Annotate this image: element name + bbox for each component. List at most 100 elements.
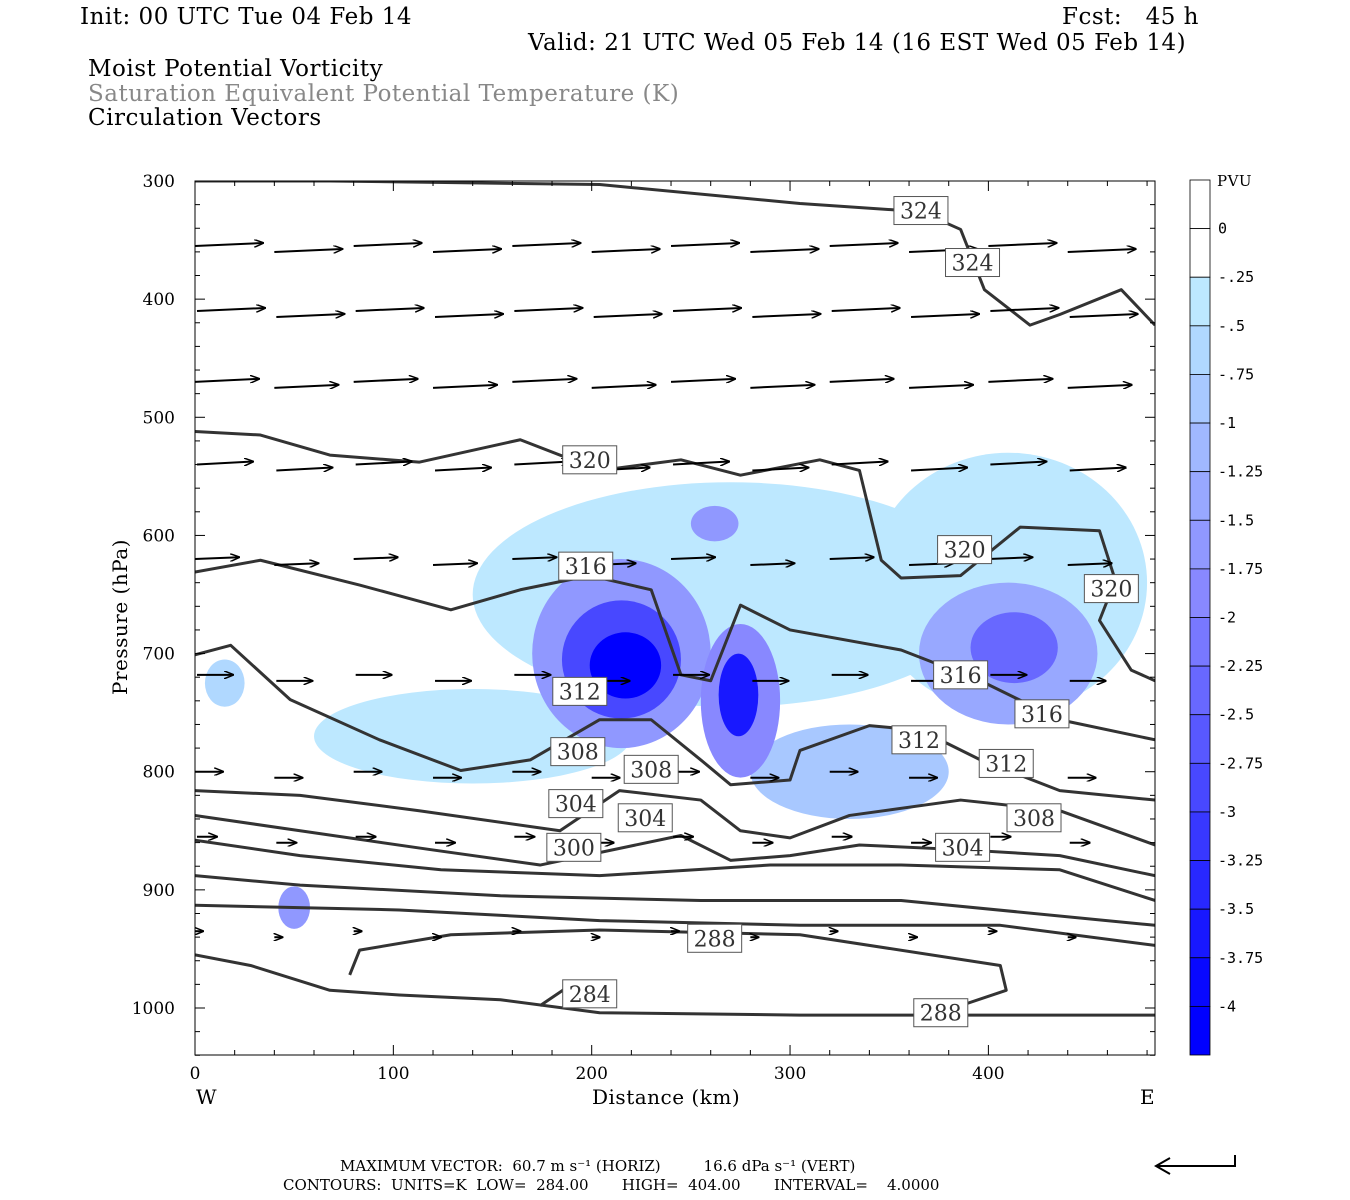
circulation-vector bbox=[195, 379, 259, 382]
circulation-vector bbox=[355, 308, 424, 311]
circulation-vector bbox=[910, 468, 967, 471]
contour-label: 308 bbox=[1013, 807, 1055, 832]
colorbar-label: -3.5 bbox=[1218, 900, 1254, 918]
colorbar-unit: PVU bbox=[1217, 172, 1253, 190]
circulation-vector bbox=[988, 379, 1052, 382]
circulation-vector bbox=[670, 379, 735, 382]
circulation-vector bbox=[829, 243, 898, 246]
circulation-vector bbox=[195, 243, 263, 246]
reference-vector bbox=[1158, 1155, 1236, 1167]
y-tick-label: 1000 bbox=[132, 999, 175, 1019]
colorbar-bin bbox=[1189, 179, 1211, 230]
plot-frame bbox=[194, 180, 1156, 1056]
contour-label: 300 bbox=[553, 836, 595, 861]
circulation-vector bbox=[591, 385, 656, 388]
contour-label: 324 bbox=[900, 200, 942, 225]
field-title-mpv: Moist Potential Vorticity bbox=[88, 56, 384, 82]
y-tick-label: 600 bbox=[143, 526, 175, 546]
thetaes-contour-300 bbox=[195, 838, 1155, 902]
contour-label-box bbox=[552, 676, 608, 706]
circulation-vector bbox=[750, 563, 794, 565]
thetaes-contour-308 bbox=[195, 789, 1155, 847]
colorbar-label: -4 bbox=[1218, 997, 1236, 1015]
circulation-vector bbox=[512, 557, 556, 559]
circulation-vector bbox=[752, 314, 820, 317]
colorbar-bin bbox=[1189, 422, 1211, 473]
contour-label: 312 bbox=[559, 680, 601, 705]
valid-time: Valid: 21 UTC Wed 05 Feb 14 (16 EST Wed … bbox=[528, 30, 1187, 56]
thetaes-contour-304 bbox=[195, 813, 1155, 878]
colorbar-bin bbox=[1189, 714, 1211, 764]
colorbar-label: -2.5 bbox=[1218, 706, 1254, 724]
circulation-vector bbox=[276, 314, 344, 317]
contour-label-box bbox=[617, 803, 673, 833]
contour-label-box bbox=[550, 737, 606, 767]
y-tick-label: 400 bbox=[143, 290, 175, 310]
colorbar-label: -2.75 bbox=[1218, 754, 1263, 772]
contours-info: CONTOURS: UNITS=K LOW= 284.00 HIGH= 404.… bbox=[283, 1176, 940, 1194]
x-tick-label: 300 bbox=[774, 1064, 806, 1084]
colorbar-bin bbox=[1189, 1005, 1211, 1056]
contour-label-box bbox=[933, 660, 989, 690]
field-title-vectors: Circulation Vectors bbox=[88, 105, 322, 131]
thetaes-contour-292 bbox=[195, 903, 1155, 947]
colorbar-bin bbox=[1189, 276, 1211, 327]
circulation-vector bbox=[1069, 314, 1138, 317]
y-tick-label: 800 bbox=[143, 763, 175, 783]
colorbar-label: -1.5 bbox=[1218, 511, 1254, 529]
circulation-vector bbox=[1067, 249, 1136, 252]
contour-label: 308 bbox=[630, 758, 672, 783]
colorbar-label: -2 bbox=[1218, 609, 1236, 627]
circulation-vector bbox=[432, 563, 477, 565]
x-tick-label: 200 bbox=[575, 1064, 607, 1084]
x-axis-label: Distance (km) bbox=[592, 1085, 741, 1109]
colorbar-label: -2.25 bbox=[1218, 657, 1263, 675]
circulation-vector bbox=[829, 379, 894, 382]
colorbar-bin bbox=[1189, 471, 1211, 521]
contour-label-box bbox=[687, 923, 743, 953]
colorbar-label: -.25 bbox=[1218, 268, 1254, 286]
colorbar-label: -.5 bbox=[1218, 317, 1245, 335]
contour-label: 320 bbox=[944, 539, 986, 564]
circulation-vector bbox=[990, 308, 1058, 311]
contour-label-box bbox=[548, 789, 604, 819]
pv-shading bbox=[204, 659, 245, 707]
colorbar-bin bbox=[1189, 811, 1211, 861]
circulation-vector bbox=[514, 462, 570, 465]
circulation-vector bbox=[831, 462, 888, 465]
circulation-vector bbox=[432, 385, 497, 388]
circulation-vector bbox=[750, 385, 814, 388]
x-tick-label: 0 bbox=[190, 1064, 201, 1084]
circulation-vector bbox=[514, 308, 582, 311]
pv-shading bbox=[718, 653, 759, 737]
contour-label: 320 bbox=[1090, 578, 1132, 603]
colorbar-bin bbox=[1189, 908, 1211, 959]
contour-label-box bbox=[913, 998, 969, 1028]
thetaes-contour-296 bbox=[195, 874, 1155, 927]
colorbar-label: 0 bbox=[1218, 220, 1227, 238]
colorbar-bin bbox=[1189, 374, 1211, 424]
y-tick-label: 900 bbox=[143, 881, 175, 901]
contour-label-box bbox=[937, 535, 993, 565]
contour-label-box bbox=[1083, 574, 1139, 604]
circulation-vector bbox=[672, 462, 729, 465]
colorbar-bin bbox=[1189, 325, 1211, 375]
circulation-vector bbox=[195, 557, 239, 559]
contour-label-box bbox=[623, 754, 679, 784]
circulation-vector bbox=[1069, 468, 1126, 471]
circulation-vector bbox=[593, 314, 662, 317]
contour-label: 288 bbox=[920, 1002, 962, 1027]
contour-label: 316 bbox=[565, 555, 607, 580]
circulation-vector bbox=[434, 314, 503, 317]
thetaes-contour-288 bbox=[195, 953, 1155, 1017]
contour-label: 320 bbox=[569, 449, 611, 474]
circulation-vector bbox=[353, 379, 418, 382]
circulation-vector bbox=[909, 385, 973, 388]
circulation-vector bbox=[512, 243, 580, 246]
circulation-vector bbox=[274, 249, 342, 252]
contour-label-box bbox=[1006, 803, 1062, 833]
circulation-vector bbox=[591, 249, 660, 252]
contour-label: 304 bbox=[624, 807, 666, 832]
